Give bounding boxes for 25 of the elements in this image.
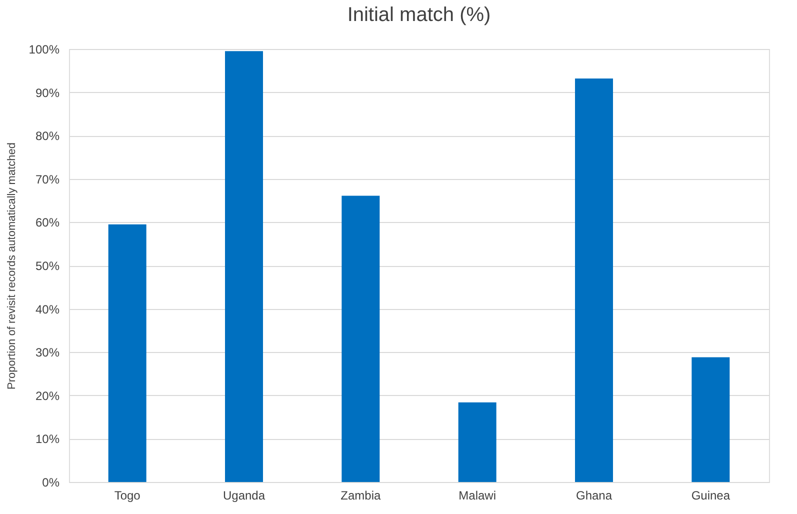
y-tick-label: 20%	[35, 388, 60, 403]
x-tick-label: Uganda	[222, 488, 266, 502]
y-tick-label: 100%	[28, 42, 60, 56]
y-tick-label: 60%	[35, 216, 60, 230]
x-tick-label: Zambia	[340, 488, 381, 502]
x-tick-label: Malawi	[458, 488, 496, 502]
y-tick-label: 0%	[42, 476, 60, 490]
bar	[342, 196, 380, 482]
y-tick-label: 10%	[35, 432, 60, 446]
y-axis-title: Proportion of revisit records automatically matched	[6, 142, 18, 390]
y-tick-label: 50%	[35, 259, 60, 273]
y-tick-label: 70%	[35, 172, 60, 186]
y-tick-label: 80%	[35, 129, 60, 144]
y-tick-label: 30%	[35, 346, 60, 360]
bar	[575, 78, 613, 482]
y-tick-label: 40%	[35, 302, 60, 316]
bar	[692, 357, 730, 482]
bar	[458, 402, 496, 482]
bar	[108, 224, 146, 482]
x-tick-label: Ghana	[576, 488, 612, 502]
chart-title: Initial match (%)	[347, 4, 491, 26]
x-tick-label: Togo	[114, 488, 141, 502]
x-tick-label: Guinea	[691, 488, 730, 502]
bar	[225, 51, 263, 482]
y-tick-label: 90%	[35, 86, 60, 100]
